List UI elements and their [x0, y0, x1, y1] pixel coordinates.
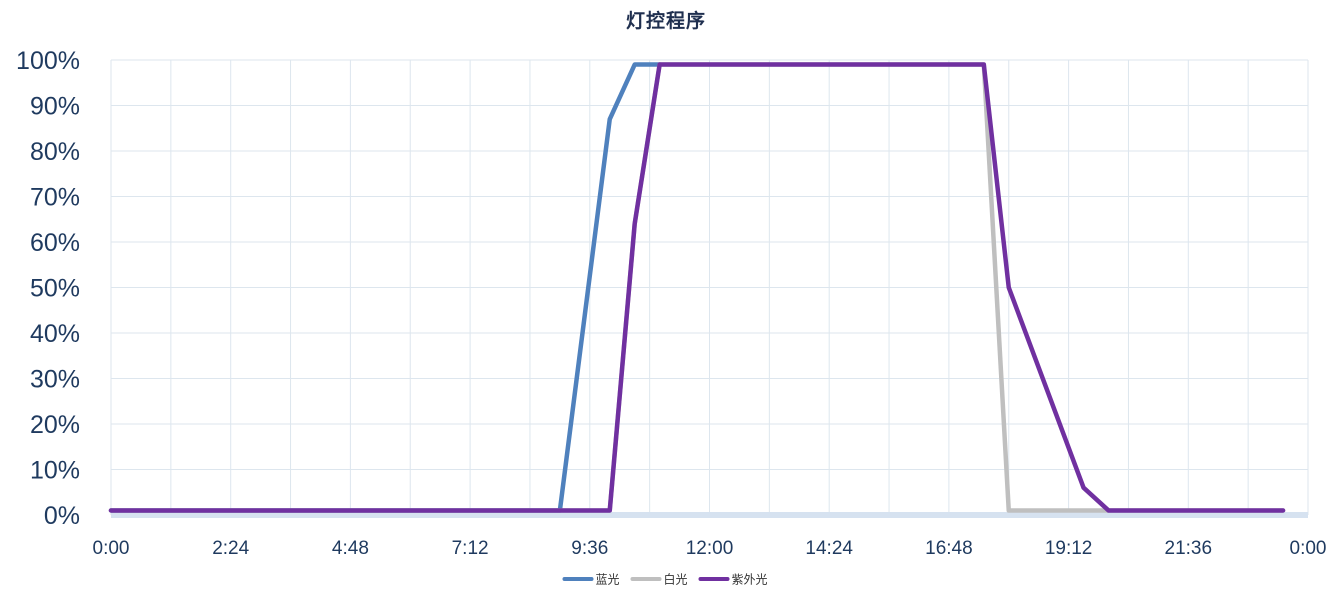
x-tick-label: 4:48 [332, 538, 369, 559]
legend-item: 白光 [630, 572, 688, 587]
legend-item: 蓝光 [562, 573, 620, 587]
x-tick-label: 2:24 [212, 538, 249, 559]
y-tick-label: 60% [30, 229, 80, 257]
legend-label: 蓝光 [596, 573, 620, 587]
y-tick-label: 80% [30, 138, 80, 166]
x-tick-label: 0:00 [1290, 538, 1327, 559]
x-tick-label: 21:36 [1165, 538, 1213, 559]
y-tick-label: 100% [16, 47, 80, 75]
y-tick-label: 50% [30, 275, 80, 303]
y-tick-label: 30% [30, 366, 80, 394]
x-axis-line [111, 512, 1308, 518]
x-tick-label: 12:00 [686, 538, 734, 559]
y-tick-label: 40% [30, 320, 80, 348]
legend-label: 紫外光 [732, 573, 768, 587]
y-tick-label: 0% [44, 502, 80, 530]
y-tick-label: 10% [30, 457, 80, 485]
x-tick-label: 14:24 [805, 538, 853, 559]
x-tick-label: 0:00 [93, 538, 130, 559]
y-tick-label: 90% [30, 93, 80, 121]
x-tick-label: 19:12 [1045, 538, 1093, 559]
y-tick-label: 20% [30, 411, 80, 439]
x-tick-label: 16:48 [925, 538, 973, 559]
x-tick-label: 7:12 [452, 538, 489, 559]
legend-item: 紫外光 [698, 573, 768, 587]
chart-title: 灯控程序 [625, 10, 706, 32]
y-tick-label: 70% [30, 184, 80, 212]
series-line-2 [108, 62, 1286, 513]
legend-label: 白光 [664, 572, 688, 587]
x-tick-label: 9:36 [571, 538, 608, 559]
